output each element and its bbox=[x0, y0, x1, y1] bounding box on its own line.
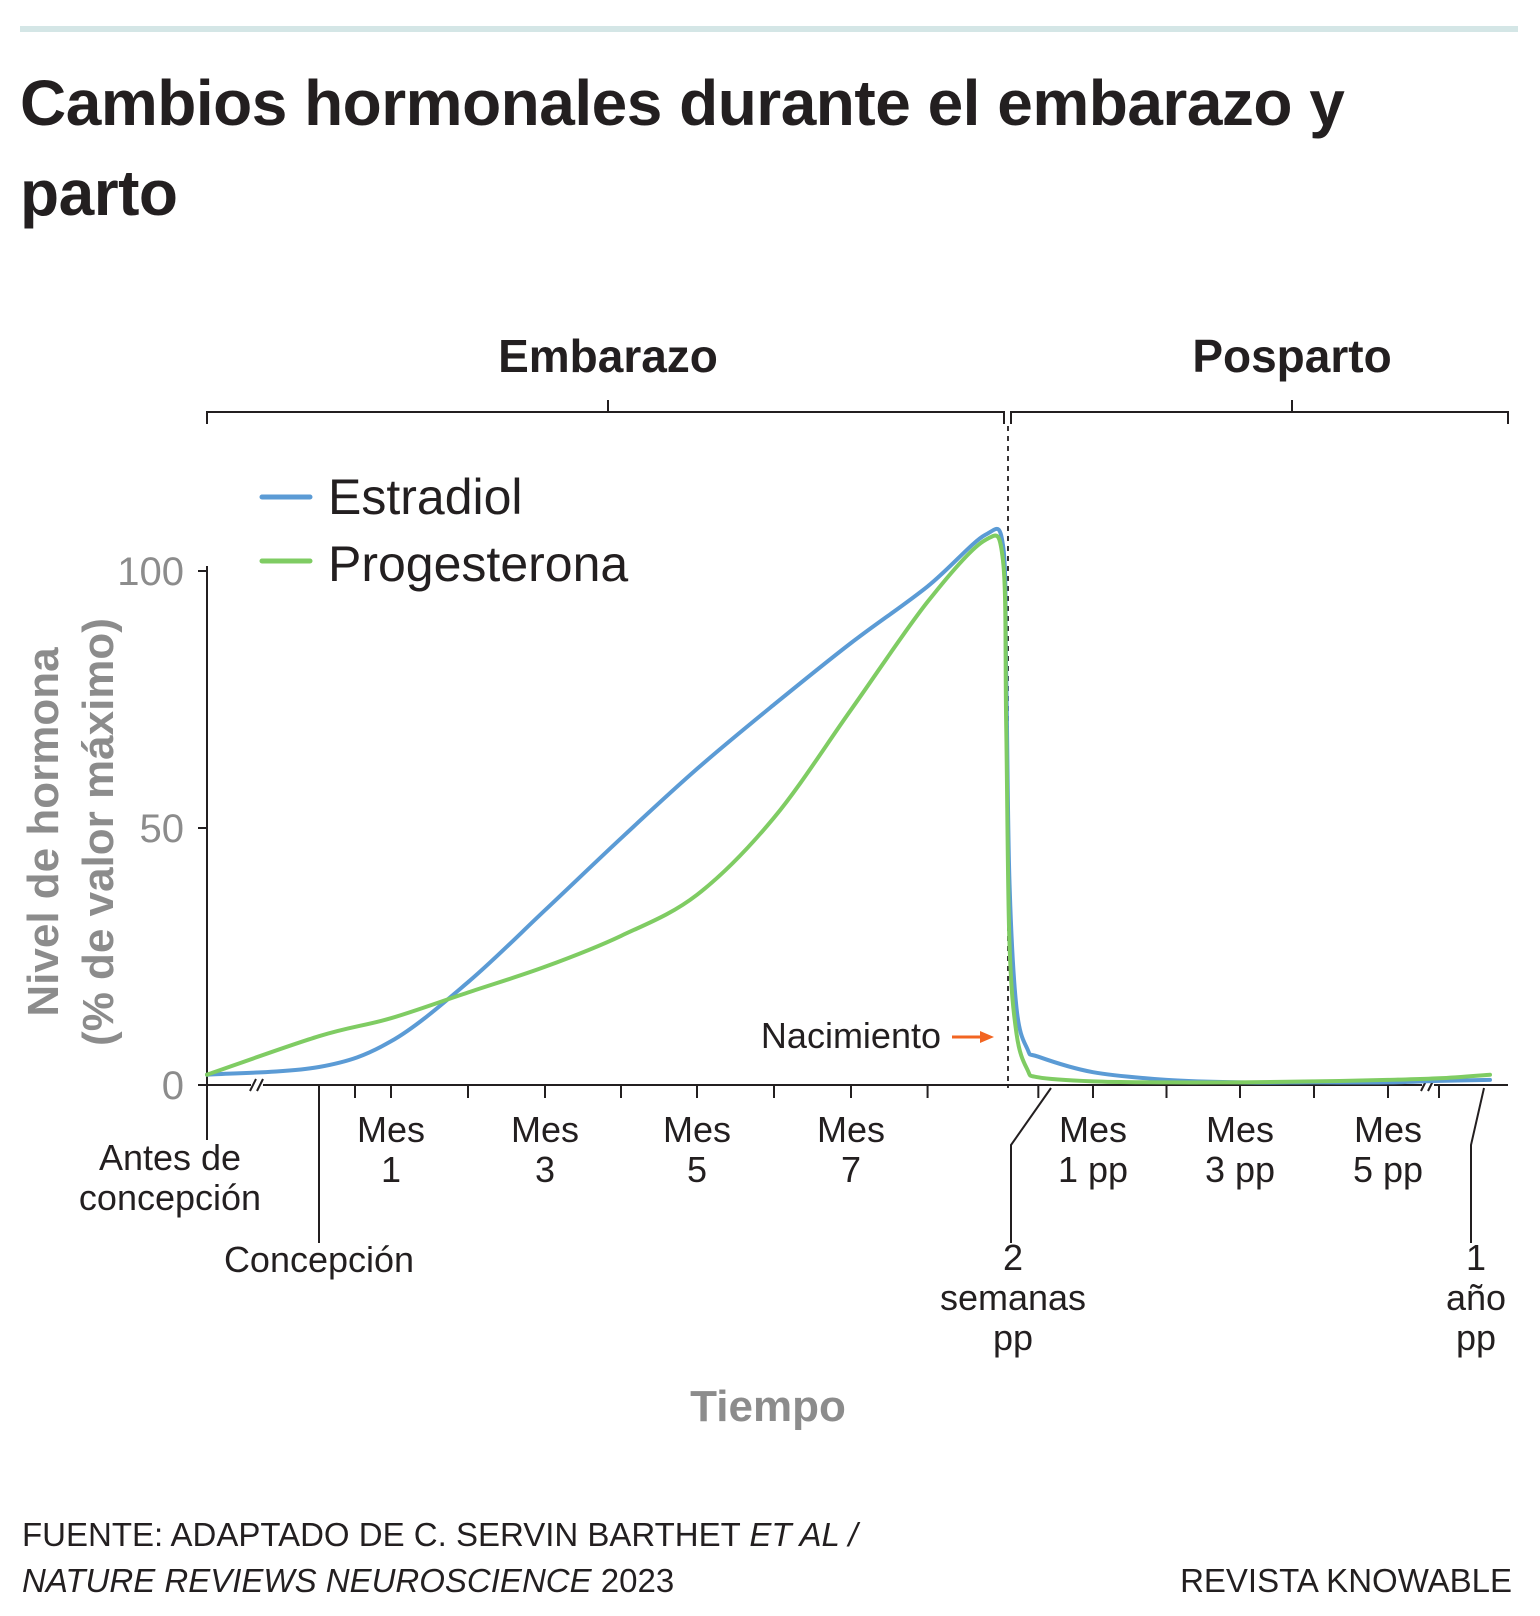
x-label-5-line-1: 7 bbox=[841, 1149, 861, 1190]
x-label-1-line-0: Concepción bbox=[224, 1239, 414, 1280]
x-label-10-line-1: año bbox=[1446, 1277, 1506, 1318]
legend-label-progesterona: Progesterona bbox=[328, 536, 628, 592]
x-label-7-line-0: Mes bbox=[1059, 1109, 1127, 1150]
x-axis bbox=[206, 1078, 1508, 1243]
source-italic-etal: ET AL / bbox=[749, 1516, 858, 1553]
x-label-8-line-0: Mes bbox=[1206, 1109, 1274, 1150]
x-label-10-line-2: pp bbox=[1456, 1317, 1496, 1358]
axis-break-mark-1a bbox=[249, 1078, 257, 1092]
source-prefix: FUENTE: ADAPTADO DE C. SERVIN BARTHET bbox=[22, 1516, 750, 1553]
y-tick-label-0: 0 bbox=[162, 1064, 184, 1108]
x-label-6-line-0: 2 bbox=[1003, 1237, 1023, 1278]
source-italic-journal: NATURE REVIEWS NEUROSCIENCE bbox=[22, 1562, 592, 1599]
y-tick-label-50: 50 bbox=[140, 807, 185, 851]
x-label-7-line-1: 1 pp bbox=[1058, 1149, 1128, 1190]
chart-title: Cambios hormonales durante el embarazo y… bbox=[20, 67, 1345, 229]
x-label-4-line-1: 5 bbox=[687, 1149, 707, 1190]
x-label-3-line-1: 3 bbox=[535, 1149, 555, 1190]
bracket-embarazo bbox=[206, 400, 1005, 424]
x-label-0-line-1: concepción bbox=[79, 1177, 261, 1218]
x-label-6-line-2: pp bbox=[993, 1317, 1033, 1358]
period-label-embarazo: Embarazo bbox=[498, 330, 718, 382]
period-label-posparto: Posparto bbox=[1192, 330, 1391, 382]
x-label-9-line-0: Mes bbox=[1354, 1109, 1422, 1150]
tick-leader-1-ano bbox=[1470, 1087, 1485, 1243]
x-label-5-line-0: Mes bbox=[817, 1109, 885, 1150]
legend-label-estradiol: Estradiol bbox=[328, 469, 523, 525]
y-axis-label-line-1: Nivel de hormona bbox=[19, 647, 68, 1017]
x-label-6-line-1: semanas bbox=[940, 1277, 1086, 1318]
x-label-4-line-0: Mes bbox=[663, 1109, 731, 1150]
axis-break-mark-1b bbox=[256, 1078, 264, 1092]
x-label-3-line-0: Mes bbox=[511, 1109, 579, 1150]
x-label-9-line-1: 5 pp bbox=[1353, 1149, 1423, 1190]
source-credit: FUENTE: ADAPTADO DE C. SERVIN BARTHET ET… bbox=[22, 1512, 858, 1604]
brand-credit: REVISTA KNOWABLE bbox=[1180, 1562, 1512, 1599]
bracket-posparto bbox=[1010, 400, 1509, 424]
x-label-8-line-1: 3 pp bbox=[1205, 1149, 1275, 1190]
series-line-estradiol bbox=[205, 526, 1492, 1085]
source-year: 2023 bbox=[591, 1562, 675, 1599]
x-tick-labels: Antes deconcepciónConcepciónMes1Mes3Mes5… bbox=[79, 1109, 1506, 1358]
x-label-10-line-0: 1 bbox=[1466, 1237, 1486, 1278]
x-label-2-line-1: 1 bbox=[381, 1149, 401, 1190]
x-minor-ticks bbox=[354, 1085, 1440, 1098]
y-axis-label: Nivel de hormona (% de valor máximo) bbox=[19, 618, 123, 1046]
y-ticks: 0 50 100 bbox=[117, 550, 207, 1108]
birth-arrow-head bbox=[980, 1031, 994, 1043]
x-axis-title: Tiempo bbox=[690, 1382, 846, 1431]
y-tick-label-100: 100 bbox=[117, 550, 184, 594]
birth-annotation: Nacimiento bbox=[761, 1015, 941, 1056]
x-label-0-line-0: Antes de bbox=[99, 1137, 241, 1178]
top-accent-bar bbox=[20, 26, 1518, 32]
tick-leader-2-semanas bbox=[1010, 1087, 1052, 1243]
series-line-progesterona bbox=[205, 533, 1492, 1085]
y-axis-label-line-2: (% de valor máximo) bbox=[74, 618, 123, 1046]
x-label-2-line-0: Mes bbox=[357, 1109, 425, 1150]
